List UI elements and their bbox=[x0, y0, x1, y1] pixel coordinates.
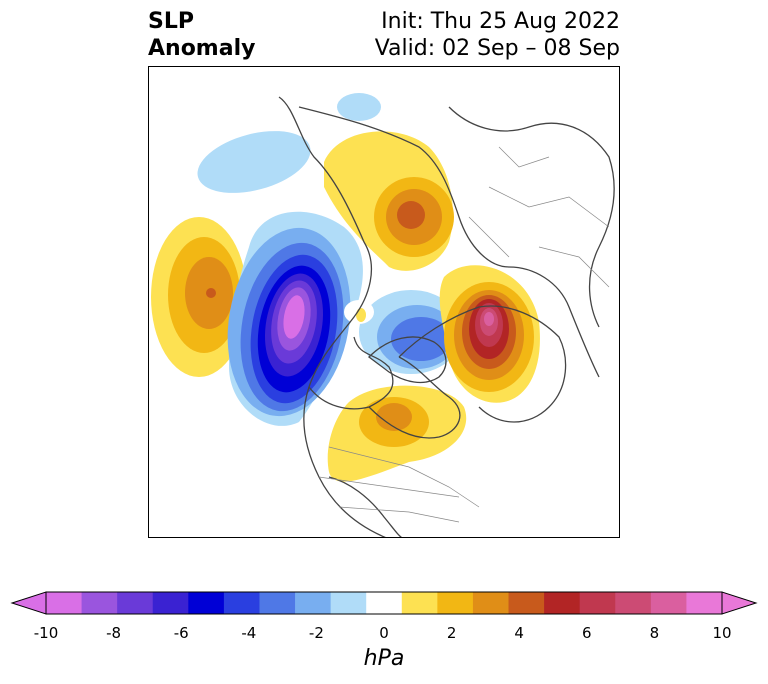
colorbar-segment bbox=[472, 592, 510, 614]
colorbar-segment bbox=[508, 592, 545, 614]
coastlines bbox=[278, 96, 615, 537]
colorbar-tick-label: -10 bbox=[33, 624, 59, 642]
eastern-canada-high-anomaly bbox=[327, 385, 467, 482]
colorbar-segment bbox=[330, 592, 367, 614]
colorbar-svg bbox=[10, 591, 758, 615]
colorbar-segment bbox=[223, 592, 260, 614]
colorbar-segment bbox=[401, 592, 438, 614]
colorbar-tick-label: -2 bbox=[308, 624, 324, 642]
colorbar-segment bbox=[437, 592, 474, 614]
map-dates: Init: Thu 25 Aug 2022 Valid: 02 Sep – 08… bbox=[375, 8, 620, 62]
colorbar-tick-label: 8 bbox=[649, 624, 660, 642]
colorbar-tick-label: -4 bbox=[241, 624, 257, 642]
north-pacific-low-anomaly bbox=[197, 131, 311, 193]
init-date: Init: Thu 25 Aug 2022 bbox=[381, 9, 620, 34]
title-line-2: Anomaly bbox=[148, 36, 256, 61]
colorbar-tick-label: 0 bbox=[379, 624, 389, 642]
colorbar-segment bbox=[686, 592, 723, 614]
colorbar-segment bbox=[579, 592, 616, 614]
title-line-1: SLP bbox=[148, 9, 194, 34]
colorbar-segment bbox=[46, 592, 83, 614]
map-title: SLP Anomaly bbox=[148, 8, 255, 62]
map-panel bbox=[148, 66, 620, 538]
colorbar-segment bbox=[188, 592, 225, 614]
colorbar-segment bbox=[152, 592, 189, 614]
country-borders bbox=[318, 146, 610, 523]
colorbar-tick-label: -8 bbox=[106, 624, 122, 642]
colorbar-tick-label: -6 bbox=[173, 624, 189, 642]
valid-dates: Valid: 02 Sep – 08 Sep bbox=[374, 36, 620, 61]
colorbar-segment bbox=[650, 592, 687, 614]
colorbar-segment bbox=[81, 592, 118, 614]
colorbar-unit-label: hPa bbox=[363, 646, 405, 671]
colorbar-min-arrow bbox=[10, 591, 47, 615]
colorbar-tick-label: 10 bbox=[712, 624, 732, 642]
europe-high-anomaly bbox=[324, 131, 454, 271]
arctic-small-anomaly bbox=[337, 93, 381, 121]
colorbar-segment bbox=[117, 592, 154, 614]
colorbar bbox=[10, 588, 758, 628]
western-canada-low-anomaly bbox=[227, 211, 363, 426]
colorbar-max-arrow bbox=[721, 591, 758, 615]
colorbar-tick-label: 4 bbox=[514, 624, 524, 642]
colorbar-tick-label: 2 bbox=[446, 624, 457, 642]
pacific-high-anomaly bbox=[151, 217, 247, 377]
colorbar-segment bbox=[544, 592, 581, 614]
colorbar-segment bbox=[259, 592, 296, 614]
colorbar-tick-label: 6 bbox=[582, 624, 592, 642]
colorbar-outline bbox=[45, 591, 723, 615]
colorbar-segment bbox=[295, 592, 332, 614]
colorbar-segment bbox=[366, 592, 403, 614]
siberia-high-anomaly bbox=[439, 265, 540, 403]
slp-anomaly-map bbox=[151, 93, 615, 537]
colorbar-segment bbox=[615, 592, 652, 614]
